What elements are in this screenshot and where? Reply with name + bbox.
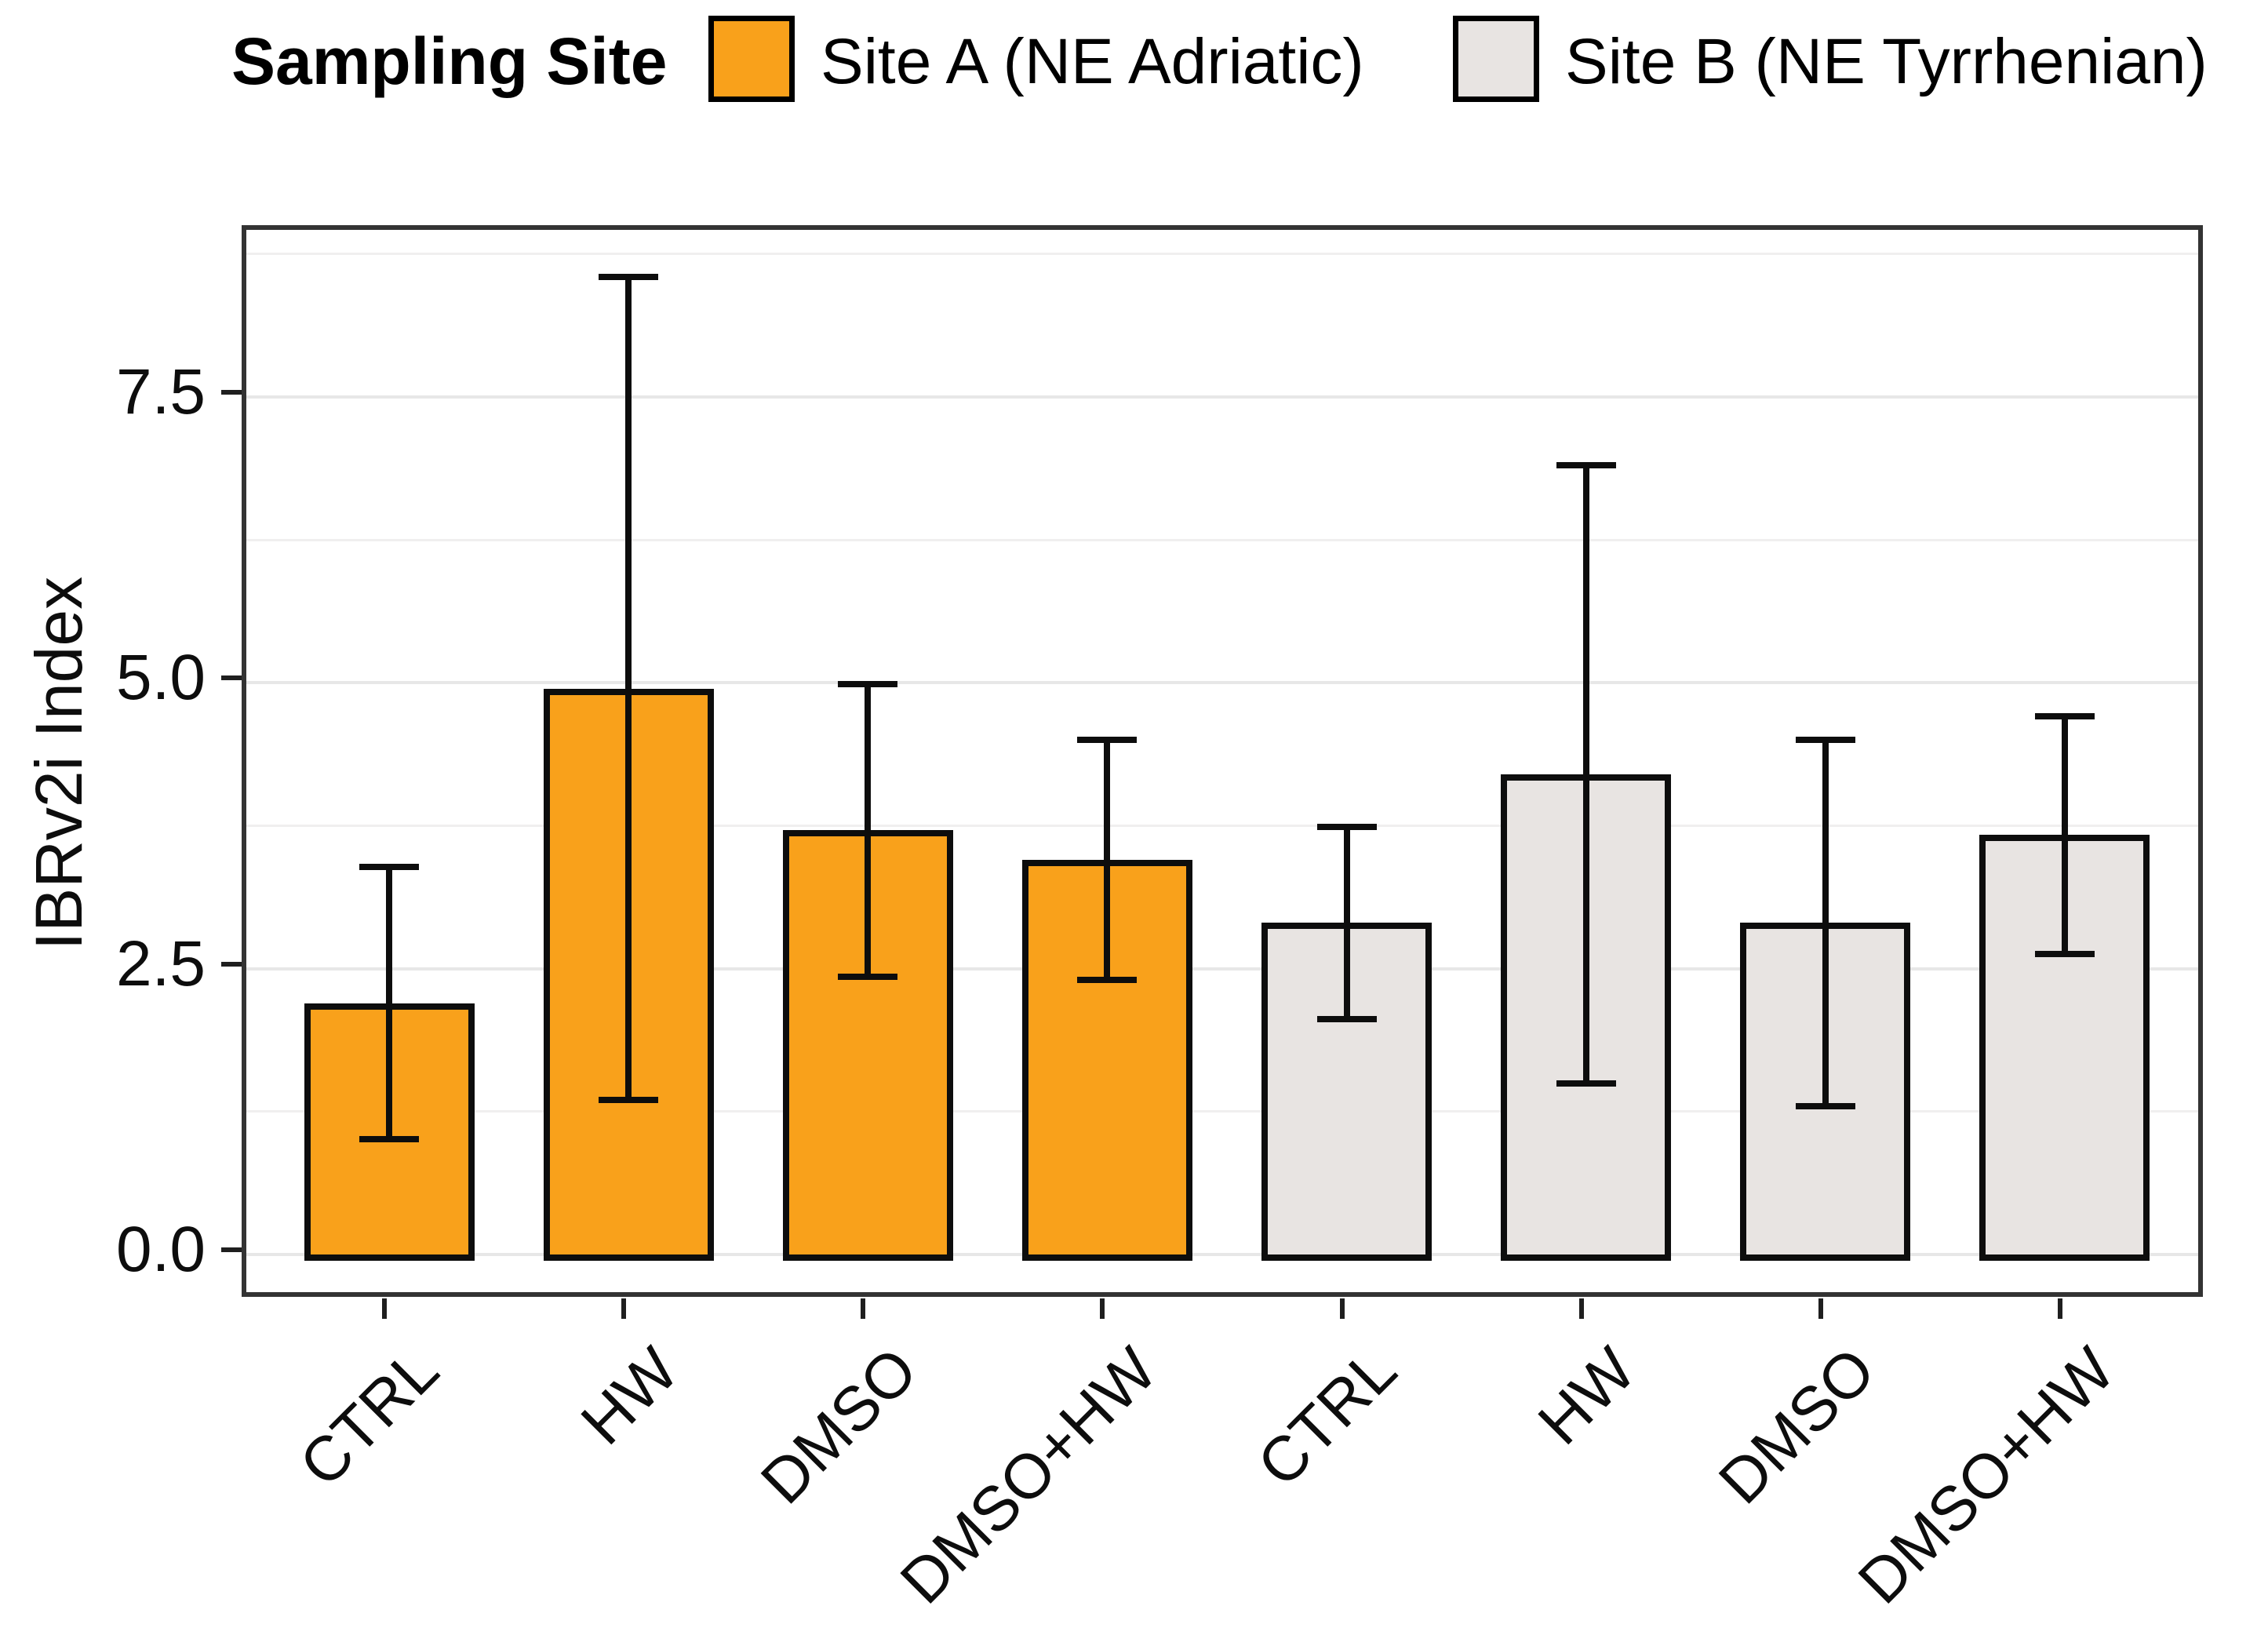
errorbar-lower-cap-ctrl-site-a-ne-adriatic: [359, 1135, 419, 1142]
legend-label-site-a: Site A (NE Adriatic): [821, 26, 1364, 97]
plot-panel: [242, 225, 2203, 1297]
x-tick-6-dmso: [1818, 1298, 1823, 1319]
errorbar-line-dmso-hw-site-b-ne-tyrrhenian: [2061, 716, 2068, 954]
x-tick-label-7-dmso-hw: DMSO+HW: [1844, 1334, 2128, 1617]
x-tick-5-hw: [1578, 1298, 1584, 1319]
errorbar-line-hw-site-a-ne-adriatic: [625, 276, 632, 1101]
x-tick-label-2-dmso: DMSO: [748, 1334, 930, 1517]
errorbar-line-dmso-site-a-ne-adriatic: [865, 683, 872, 977]
errorbar-lower-cap-hw-site-a-ne-adriatic: [599, 1097, 659, 1104]
x-tick-3-dmso-hw: [1100, 1298, 1105, 1319]
major-gridline-y-2.5: [246, 967, 2198, 970]
y-tick-label-7.5: 7.5: [116, 355, 206, 428]
minor-gridline-y-6.25: [246, 538, 2198, 541]
errorbar-line-hw-site-b-ne-tyrrhenian: [1582, 465, 1589, 1083]
y-tick-label-5: 5.0: [116, 642, 206, 714]
legend-title: Sampling Site: [231, 24, 668, 98]
x-tick-label-5-hw: HW: [1525, 1334, 1649, 1458]
errorbar-lower-cap-ctrl-site-b-ne-tyrrhenian: [1316, 1015, 1377, 1022]
errorbar-upper-cap-ctrl-site-b-ne-tyrrhenian: [1316, 823, 1377, 830]
errorbar-upper-cap-dmso-site-b-ne-tyrrhenian: [1795, 737, 1855, 744]
y-tick-label-0: 0.0: [116, 1214, 206, 1286]
major-gridline-y-0: [246, 1253, 2198, 1257]
x-tick-label-0-ctrl: CTRL: [286, 1334, 452, 1500]
x-tick-label-4-ctrl: CTRL: [1243, 1334, 1410, 1500]
errorbar-lower-cap-dmso-hw-site-b-ne-tyrrhenian: [2034, 950, 2095, 957]
major-gridline-y-7.5: [246, 395, 2198, 399]
errorbar-lower-cap-dmso-hw-site-a-ne-adriatic: [1077, 977, 1138, 984]
errorbar-upper-cap-hw-site-a-ne-adriatic: [599, 273, 659, 280]
errorbar-upper-cap-dmso-site-a-ne-adriatic: [838, 680, 898, 687]
x-tick-0-ctrl: [382, 1298, 387, 1319]
errorbar-line-dmso-hw-site-a-ne-adriatic: [1104, 740, 1111, 981]
legend-swatch-site-a: [708, 16, 795, 102]
x-tick-label-3-dmso-hw: DMSO+HW: [887, 1334, 1170, 1617]
legend-label-site-b: Site B (NE Tyrrhenian): [1565, 26, 2208, 97]
major-gridline-y-5: [246, 681, 2198, 685]
x-tick-7-dmso-hw: [2057, 1298, 2062, 1319]
y-tick-7.5: [221, 389, 242, 395]
errorbar-upper-cap-hw-site-b-ne-tyrrhenian: [1556, 462, 1616, 469]
errorbar-lower-cap-hw-site-b-ne-tyrrhenian: [1556, 1080, 1616, 1087]
y-tick-5: [221, 675, 242, 681]
x-tick-2-dmso: [861, 1298, 866, 1319]
errorbar-line-dmso-site-b-ne-tyrrhenian: [1822, 740, 1829, 1106]
minor-gridline-y-8.75: [246, 253, 2198, 256]
minor-gridline-y-1.25: [246, 1110, 2198, 1113]
x-tick-1-hw: [621, 1298, 627, 1319]
errorbar-upper-cap-ctrl-site-a-ne-adriatic: [359, 864, 419, 871]
errorbar-lower-cap-dmso-site-b-ne-tyrrhenian: [1795, 1102, 1855, 1109]
legend-swatch-site-b: [1453, 16, 1539, 102]
y-tick-2.5: [221, 961, 242, 967]
x-tick-4-ctrl: [1339, 1298, 1345, 1319]
x-tick-label-6-dmso: DMSO: [1705, 1334, 1888, 1517]
y-tick-0: [221, 1247, 242, 1253]
errorbar-upper-cap-dmso-hw-site-a-ne-adriatic: [1077, 737, 1138, 744]
x-tick-label-1-hw: HW: [567, 1334, 691, 1458]
errorbar-line-ctrl-site-b-ne-tyrrhenian: [1343, 826, 1350, 1019]
errorbar-upper-cap-dmso-hw-site-b-ne-tyrrhenian: [2034, 712, 2095, 719]
errorbar-line-ctrl-site-a-ne-adriatic: [386, 867, 392, 1139]
errorbar-lower-cap-dmso-site-a-ne-adriatic: [838, 973, 898, 980]
y-tick-label-2.5: 2.5: [116, 927, 206, 1000]
minor-gridline-y-3.75: [246, 825, 2198, 828]
